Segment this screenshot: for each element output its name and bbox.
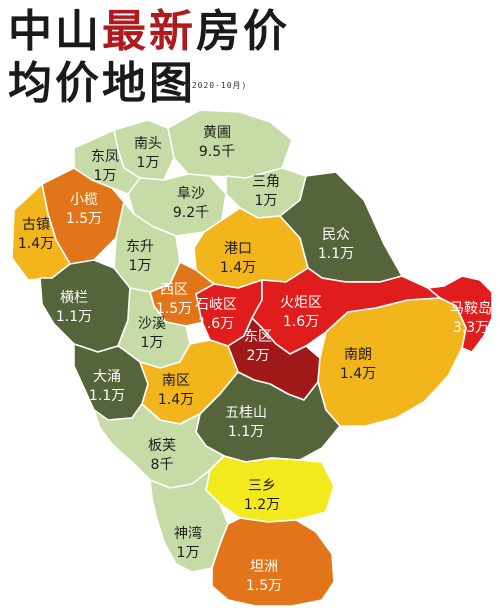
label-huoju-price: 1.6万: [283, 314, 319, 330]
label-banfu-price: 8千: [151, 457, 174, 473]
label-nanqu-name: 南区: [162, 373, 190, 389]
label-nantou-name: 南头: [134, 136, 162, 152]
label-dongqu-price: 2万: [247, 348, 270, 364]
label-shiqi-name: 石岐区: [195, 297, 237, 313]
label-huoju-name: 火炬区: [280, 295, 322, 311]
label-dachong-price: 1.1万: [89, 388, 125, 404]
label-dongfeng-price: 1万: [94, 168, 117, 184]
label-minzhong-name: 民众: [322, 227, 350, 243]
label-xiaolan-name: 小榄: [70, 192, 98, 208]
label-huangpu-price: 9.5千: [199, 144, 235, 160]
title-accent: 最新: [102, 6, 196, 57]
label-gangkou-price: 1.4万: [220, 260, 256, 276]
title-tail: 房价: [196, 6, 290, 57]
label-banfu-name: 板芙: [148, 437, 176, 454]
label-xiqu-price: 1.5万: [156, 301, 192, 317]
label-dongfeng-name: 东凤: [91, 149, 119, 165]
label-tanzhou-price: 1.5万: [246, 578, 282, 594]
label-shenwan-price: 1万: [177, 545, 200, 561]
title-plain: 中山: [8, 6, 102, 57]
label-guzhen-name: 古镇: [22, 217, 50, 233]
map-title-line-2: 均价地图: [8, 58, 196, 109]
label-dongsheng-name: 东升: [126, 239, 154, 255]
label-xiqu-name: 西区: [160, 282, 188, 298]
label-sanxiang-name: 三乡: [248, 478, 276, 494]
district-tanzhou[interactable]: [211, 517, 335, 607]
label-nantou-price: 1万: [137, 155, 160, 171]
label-madao-name: 马鞍岛: [450, 301, 492, 317]
label-shaxi-name: 沙溪: [138, 316, 166, 332]
label-wuguishan-name: 五桂山: [225, 405, 267, 421]
label-sanxiang-price: 1.2万: [244, 497, 280, 513]
label-nanlang-name: 南朗: [344, 347, 372, 363]
label-wuguishan-price: 1.1万: [228, 424, 264, 440]
district-labels: 黄圃 9.5千 南头 1万 东凤 1万 小榄 1.5万 阜沙 9.2千 三角 1…: [18, 124, 492, 594]
district-sanxiang[interactable]: [205, 455, 335, 523]
label-sanjiao-name: 三角: [252, 174, 280, 190]
label-fusha-price: 9.2千: [173, 205, 209, 221]
label-dongsheng-price: 1万: [129, 258, 152, 274]
label-fusha-name: 阜沙: [177, 185, 205, 202]
label-nanqu-price: 1.4万: [158, 392, 194, 408]
label-shenwan-name: 神湾: [174, 525, 202, 542]
label-tanzhou-name: 坦洲: [250, 559, 278, 575]
label-henglan-name: 横栏: [60, 290, 88, 306]
district-banfu[interactable]: [93, 403, 225, 489]
label-huangpu-name: 黄圃: [203, 124, 231, 141]
map-title-line-1: 中山最新房价: [8, 10, 290, 54]
label-gangkou-name: 港口: [224, 241, 252, 257]
label-dongqu-name: 东区: [244, 329, 272, 345]
map-date: (2020-10月): [186, 81, 248, 90]
label-xiaolan-price: 1.5万: [66, 211, 102, 227]
label-nanlang-price: 1.4万: [340, 366, 376, 382]
label-madao-price: 3.3万: [453, 320, 489, 336]
label-dachong-name: 大涌: [93, 369, 121, 385]
label-shiqi-price: 1.6万: [198, 316, 234, 332]
label-shaxi-price: 1万: [141, 335, 164, 351]
label-henglan-price: 1.1万: [56, 309, 92, 325]
label-minzhong-price: 1.1万: [318, 246, 354, 262]
label-guzhen-price: 1.4万: [18, 236, 54, 252]
label-sanjiao-price: 1万: [255, 193, 278, 209]
